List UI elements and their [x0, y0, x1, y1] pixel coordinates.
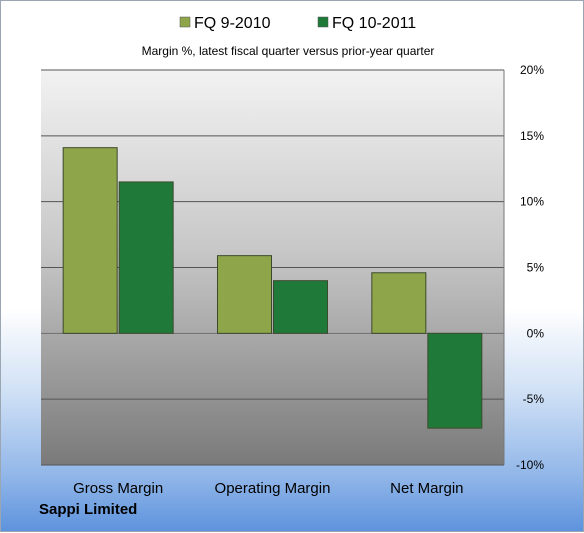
bar-net-margin-fq-10-2011 — [427, 332, 483, 429]
legend-swatch-fq-10-2011 — [317, 16, 329, 28]
y-tick-label: -10% — [516, 458, 544, 472]
bar-operating-margin-fq-9-2010 — [217, 255, 272, 334]
legend-swatch-fq-9-2010 — [179, 16, 191, 28]
bar-gross-margin-fq-10-2011 — [118, 181, 174, 334]
company-name: Sappi Limited — [39, 501, 137, 518]
legend: FQ 9-2010 FQ 10-2011 — [179, 15, 416, 32]
category-label-gross-margin: Gross Margin — [73, 480, 163, 497]
x-axis-categories: Gross Margin Operating Margin Net Margin — [73, 480, 463, 497]
y-tick-label: -5% — [523, 392, 545, 406]
legend-label-fq-10-2011: FQ 10-2011 — [332, 15, 416, 32]
bar-operating-margin-fq-10-2011 — [273, 280, 328, 334]
y-tick-label: 15% — [520, 129, 544, 143]
y-tick-label: 0% — [527, 326, 545, 340]
y-tick-label: 10% — [520, 195, 544, 209]
y-axis-ticks: -10% -5% 0% 5% 10% 15% 20% — [516, 63, 544, 472]
y-tick-label: 20% — [520, 63, 544, 77]
y-tick-label: 5% — [527, 261, 545, 275]
bar-gross-margin-fq-9-2010 — [62, 147, 118, 334]
chart-subtitle: Margin %, latest fiscal quarter versus p… — [142, 44, 435, 58]
legend-label-fq-9-2010: FQ 9-2010 — [194, 15, 271, 32]
bars — [62, 147, 483, 429]
category-label-net-margin: Net Margin — [390, 480, 463, 497]
gridlines — [41, 69, 505, 466]
category-label-operating-margin: Operating Margin — [215, 480, 331, 497]
bar-net-margin-fq-9-2010 — [371, 272, 427, 334]
